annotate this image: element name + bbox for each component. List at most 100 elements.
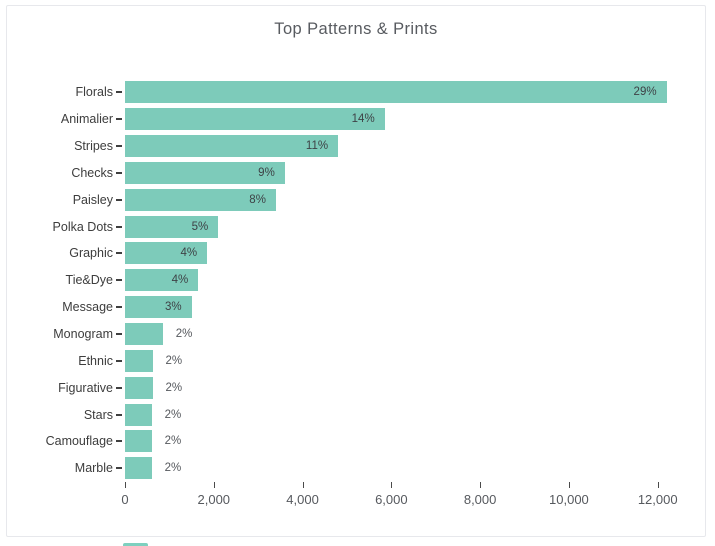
category-label: Ethnic: [78, 353, 113, 368]
bar-checks[interactable]: 9%: [125, 161, 285, 184]
y-tick-mark: [116, 118, 122, 121]
plot-area: 2%: [125, 376, 691, 399]
legend-strip: [6, 541, 706, 546]
bar-row: Stripes 11%: [7, 133, 691, 160]
bar-row: Paisley 8%: [7, 186, 691, 213]
percent-label: 2%: [165, 381, 183, 394]
plot-area: 11%: [125, 135, 691, 158]
percent-label: 14%: [351, 113, 375, 126]
plot-area: 2%: [125, 349, 691, 372]
category-label: Figurative: [58, 380, 113, 395]
plot-area: 9%: [125, 161, 691, 184]
bar-row: Camouflage 2%: [7, 428, 691, 455]
plot-area: 14%: [125, 108, 691, 131]
x-tick-label: 0: [121, 492, 129, 507]
percent-label: 2%: [165, 354, 183, 367]
x-tick-mark: [125, 482, 126, 488]
percent-label: 2%: [164, 435, 182, 448]
percent-label: 11%: [305, 140, 329, 153]
y-tick-mark: [116, 171, 122, 174]
category-label: Checks: [71, 165, 113, 180]
bar-florals[interactable]: 29%: [125, 81, 667, 104]
percent-label: 2%: [175, 328, 193, 341]
category-label: Polka Dots: [52, 219, 113, 234]
bar-row: Ethnic 2%: [7, 347, 691, 374]
plot-area: 5%: [125, 215, 691, 238]
y-tick-mark: [116, 413, 122, 416]
bar-row: Polka Dots 5%: [7, 213, 691, 240]
bar-marble[interactable]: [125, 457, 152, 480]
bar-ethnic[interactable]: [125, 349, 153, 372]
category-label: Paisley: [72, 192, 113, 207]
y-tick-mark: [116, 386, 122, 389]
percent-label: 29%: [633, 86, 657, 99]
x-tick-label: 8,000: [463, 492, 497, 507]
bar-row: Graphic 4%: [7, 240, 691, 267]
bar-row: Tie&Dye 4%: [7, 267, 691, 294]
x-tick-mark: [480, 482, 482, 488]
category-label: Tie&Dye: [65, 273, 113, 288]
bar-tie-dye[interactable]: 4%: [125, 269, 199, 292]
category-label: Florals: [75, 85, 113, 100]
y-tick-mark: [116, 333, 122, 336]
x-tick-mark: [657, 482, 659, 488]
bar-row: Monogram 2%: [7, 321, 691, 348]
y-tick-mark: [116, 359, 122, 362]
percent-label: 9%: [258, 166, 275, 179]
bar-paisley[interactable]: 8%: [125, 188, 276, 211]
bar-row: Florals 29%: [7, 79, 691, 106]
percent-label: 8%: [249, 193, 266, 206]
bar-camouflage[interactable]: [125, 430, 152, 453]
bar-monogram[interactable]: [125, 323, 163, 346]
y-tick-mark: [116, 145, 122, 148]
x-tick-mark: [302, 482, 304, 488]
y-tick-mark: [116, 252, 122, 255]
percent-label: 4%: [180, 247, 198, 260]
plot-area: 4%: [125, 242, 691, 265]
bar-row: Message 3%: [7, 294, 691, 321]
bar-stripes[interactable]: 11%: [125, 135, 339, 158]
legend-swatch[interactable]: [123, 543, 148, 546]
bar-message[interactable]: 3%: [125, 296, 192, 319]
x-tick-label: 2,000: [197, 492, 231, 507]
category-label: Monogram: [53, 327, 113, 342]
percent-label: 3%: [164, 301, 182, 314]
x-tick-label: 6,000: [375, 492, 408, 507]
plot-area: 2%: [125, 403, 691, 426]
category-label: Camouflage: [45, 434, 113, 449]
plot-area: 8%: [125, 188, 691, 211]
category-label: Message: [62, 300, 113, 315]
bar-stars[interactable]: [125, 403, 152, 426]
bar-polka-dots[interactable]: 5%: [125, 215, 219, 238]
category-label: Marble: [74, 461, 113, 476]
x-tick-label: 10,000: [549, 492, 589, 507]
bar-row: Stars 2%: [7, 401, 691, 428]
bar-row: Figurative 2%: [7, 374, 691, 401]
percent-label: 4%: [171, 274, 189, 287]
y-tick-mark: [116, 440, 122, 443]
bar-chart: Florals 29% Animalier 14% Stripes 11% Checks 9%…: [7, 79, 691, 482]
y-tick-mark: [116, 225, 122, 228]
x-tick-mark: [568, 482, 570, 488]
x-tick-mark: [391, 482, 393, 488]
percent-label: 2%: [164, 408, 182, 421]
y-tick-mark: [116, 279, 122, 282]
x-axis: 0 2,000 4,000 6,000 8,000 10,000 12,000: [121, 481, 691, 511]
category-label: Stars: [83, 407, 113, 422]
plot-area: 2%: [125, 457, 691, 480]
x-tick-label: 12,000: [637, 492, 678, 507]
plot-area: 4%: [125, 269, 691, 292]
category-label: Animalier: [60, 112, 113, 127]
percent-label: 5%: [191, 220, 209, 233]
plot-area: 2%: [125, 323, 691, 346]
bar-figurative[interactable]: [125, 376, 153, 399]
bar-graphic[interactable]: 4%: [125, 242, 208, 265]
plot-area: 3%: [125, 296, 691, 319]
bar-animalier[interactable]: 14%: [125, 108, 385, 131]
plot-area: 29%: [125, 81, 691, 104]
y-tick-mark: [116, 198, 122, 201]
category-label: Stripes: [74, 139, 113, 154]
plot-area: 2%: [125, 430, 691, 453]
y-tick-mark: [116, 306, 122, 309]
bar-row: Marble 2%: [7, 455, 691, 482]
